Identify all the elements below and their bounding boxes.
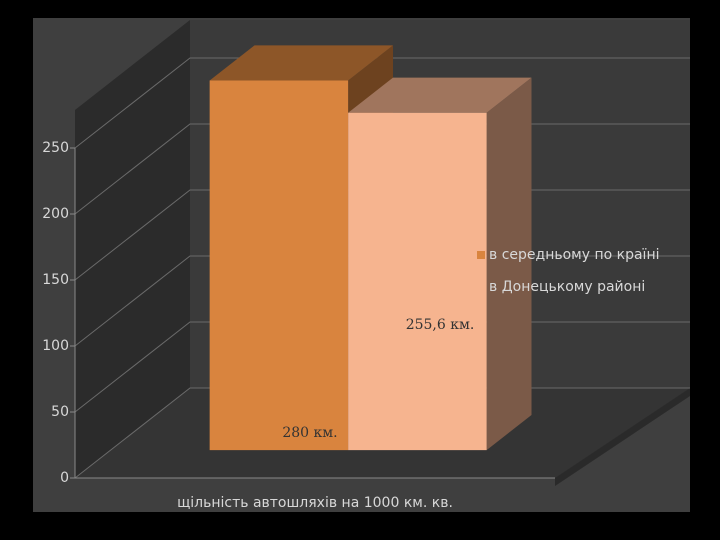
bar-side (486, 77, 532, 451)
data-label: 280 км. (282, 425, 337, 441)
y-tick-label: 200 (42, 206, 69, 222)
bar (209, 80, 349, 451)
y-tick-label: 250 (42, 140, 69, 156)
bar-top (209, 45, 393, 81)
y-tick-label: 0 (60, 470, 69, 486)
x-category-label: щільність автошляхів на 1000 км. кв. (177, 495, 453, 511)
legend-swatch (477, 251, 485, 259)
bar-top (348, 77, 532, 113)
y-tick-label: 100 (42, 338, 69, 354)
legend-label: в Донецькому районі (489, 279, 645, 295)
bar (348, 112, 487, 451)
floor-edge (555, 388, 690, 486)
data-label: 255,6 км. (406, 317, 475, 333)
side-wall (75, 20, 190, 478)
y-tick-label: 50 (51, 404, 69, 420)
legend-label: в середньому по країні (489, 247, 659, 263)
grid-line (74, 57, 690, 149)
legend-swatch (477, 283, 485, 291)
y-tick-label: 150 (42, 272, 69, 288)
